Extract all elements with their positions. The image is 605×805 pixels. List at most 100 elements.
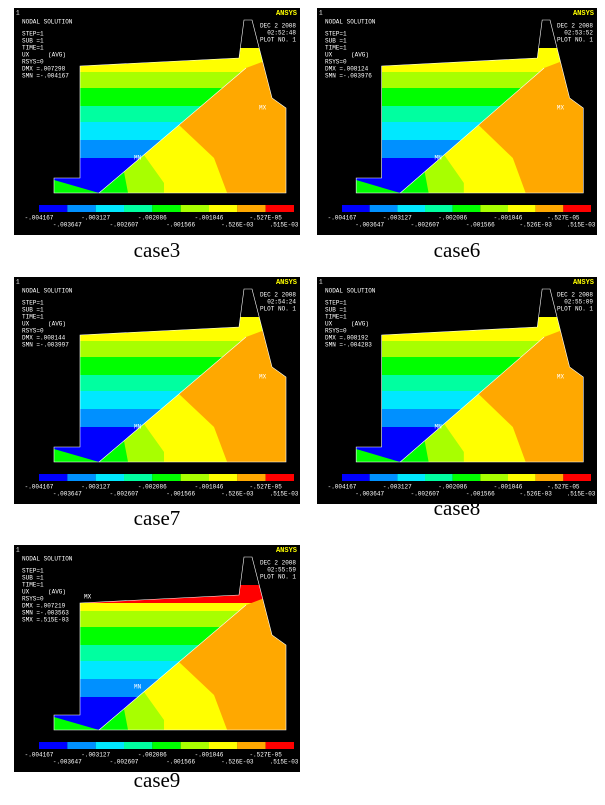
- info-line: SUB =1: [22, 575, 44, 582]
- legend-label: -.002607: [110, 759, 139, 766]
- legend-swatch: [124, 205, 152, 212]
- info-line: SMN =-.004167: [22, 73, 69, 80]
- legend-swatch: [342, 474, 370, 481]
- plot-date: DEC 2 2008: [557, 292, 593, 299]
- legend-label: -.001046: [195, 484, 224, 491]
- info-line: TIME=1: [22, 45, 44, 52]
- plot-number: PLOT NO. 1: [557, 37, 593, 44]
- caption: case6: [357, 238, 557, 263]
- plot-number: PLOT NO. 1: [260, 306, 296, 313]
- legend-swatch: [152, 474, 180, 481]
- legend-swatch: [39, 742, 67, 749]
- legend-label: -.002086: [138, 752, 167, 759]
- info-line: RSYS=0: [325, 328, 347, 335]
- plot-time: 02:54:24: [267, 299, 296, 306]
- legend-label: -.003647: [53, 491, 82, 498]
- window-number: 1: [16, 279, 20, 286]
- plot-time: 02:55:09: [564, 299, 593, 306]
- plot-number: PLOT NO. 1: [557, 306, 593, 313]
- legend-swatch: [181, 474, 209, 481]
- legend-swatch: [266, 742, 294, 749]
- legend-label: -.526E-03: [221, 759, 254, 766]
- legend-swatch: [536, 474, 564, 481]
- plot-title: NODAL SOLUTION: [325, 19, 376, 26]
- legend-swatch: [237, 742, 265, 749]
- legend-swatch: [96, 205, 124, 212]
- legend-label: .515E-03: [270, 222, 299, 229]
- max-label: MX: [259, 105, 267, 112]
- legend-swatch: [237, 205, 265, 212]
- info-line: RSYS=0: [22, 328, 44, 335]
- legend-label: -.001046: [494, 484, 523, 491]
- info-line: SUB =1: [325, 38, 347, 45]
- legend-swatch: [370, 205, 398, 212]
- info-line: TIME=1: [22, 314, 44, 321]
- legend-label: -.003647: [53, 759, 82, 766]
- avg-label: (AVG): [351, 52, 369, 59]
- avg-label: (AVG): [48, 589, 66, 596]
- legend-swatch: [152, 742, 180, 749]
- legend-swatch: [508, 205, 536, 212]
- plot-number: PLOT NO. 1: [260, 574, 296, 581]
- info-line: UX: [325, 52, 333, 59]
- legend-label: -.002607: [110, 491, 139, 498]
- ansys-logo: ANSYS: [573, 10, 594, 18]
- legend-swatch: [39, 205, 67, 212]
- info-line: UX: [22, 52, 30, 59]
- window-number: 1: [319, 279, 323, 286]
- legend-label: -.527E-05: [249, 752, 282, 759]
- plot-time: 02:52:48: [267, 30, 296, 37]
- avg-label: (AVG): [48, 321, 66, 328]
- ansys-logo: ANSYS: [573, 279, 594, 287]
- min-label: MN: [134, 424, 142, 431]
- info-line: STEP=1: [22, 31, 44, 38]
- plot-date: DEC 2 2008: [260, 292, 296, 299]
- legend-label: -.003127: [383, 484, 412, 491]
- legend-label: -.004167: [25, 215, 54, 222]
- legend-label: -.001046: [195, 215, 224, 222]
- plot-date: DEC 2 2008: [260, 560, 296, 567]
- legend-label: -.002607: [110, 222, 139, 229]
- legend-swatch: [124, 474, 152, 481]
- info-line: DMX =.007219: [22, 603, 66, 610]
- info-line: STEP=1: [325, 31, 347, 38]
- legend-label: -.527E-05: [547, 484, 580, 491]
- legend-label: -.526E-03: [221, 491, 254, 498]
- legend-swatch: [266, 474, 294, 481]
- legend-label: .515E-03: [567, 222, 596, 229]
- info-line: STEP=1: [22, 568, 44, 575]
- plot-title: NODAL SOLUTION: [22, 556, 73, 563]
- legend-swatch: [480, 474, 508, 481]
- legend-label: -.002086: [138, 484, 167, 491]
- caption: case9: [57, 768, 257, 793]
- legend-label: -.526E-03: [221, 222, 254, 229]
- legend-swatch: [209, 474, 237, 481]
- legend-swatch: [152, 205, 180, 212]
- max-label: MX: [84, 594, 92, 601]
- info-line: SMN =-.003563: [22, 610, 69, 617]
- info-line: SUB =1: [22, 307, 44, 314]
- legend-swatch: [67, 742, 95, 749]
- info-line: TIME=1: [22, 582, 44, 589]
- min-label: MN: [434, 155, 442, 162]
- legend-label: .515E-03: [567, 491, 596, 498]
- legend-label: -.003127: [81, 752, 110, 759]
- info-line: STEP=1: [325, 300, 347, 307]
- legend-swatch: [342, 205, 370, 212]
- contour-plot: 1NODAL SOLUTIONSTEP=1SUB =1TIME=1UXRSYS=…: [14, 545, 300, 772]
- legend-swatch: [209, 205, 237, 212]
- figure-page: 1NODAL SOLUTIONSTEP=1SUB =1TIME=1UXRSYS=…: [0, 0, 605, 805]
- legend-swatch: [370, 474, 398, 481]
- legend-label: -.004167: [25, 484, 54, 491]
- legend-swatch: [96, 742, 124, 749]
- legend-swatch: [209, 742, 237, 749]
- info-line: RSYS=0: [325, 59, 347, 66]
- caption: case3: [57, 238, 257, 263]
- legend-swatch: [453, 205, 481, 212]
- plot-date: DEC 2 2008: [557, 23, 593, 30]
- legend-swatch: [96, 474, 124, 481]
- legend-swatch: [397, 474, 425, 481]
- legend-label: -.002607: [411, 222, 440, 229]
